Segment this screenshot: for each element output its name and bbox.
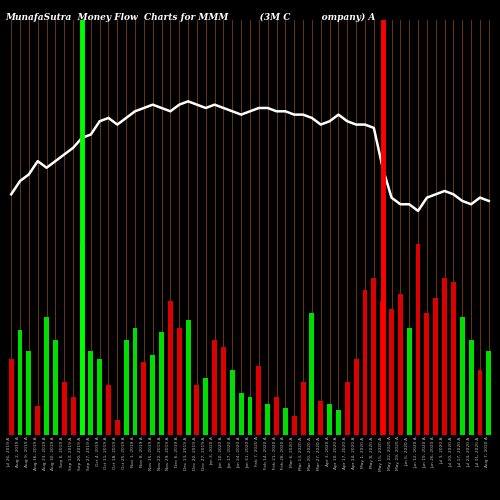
Bar (468, 340, 473, 435)
Text: MunafaSutra  Money Flow  Charts for MMM          (3M C          ompany) A: MunafaSutra Money Flow Charts for MMM (3… (5, 12, 376, 22)
Bar (248, 397, 252, 435)
Bar (424, 313, 430, 435)
Bar (230, 370, 234, 435)
Bar (478, 370, 482, 435)
Bar (327, 404, 332, 435)
Bar (398, 294, 403, 435)
Bar (124, 340, 128, 435)
Bar (204, 378, 208, 435)
Bar (186, 320, 190, 435)
Bar (238, 393, 244, 435)
Bar (36, 406, 40, 435)
Bar (115, 420, 120, 435)
Bar (194, 386, 200, 435)
Bar (336, 410, 341, 435)
Bar (460, 316, 464, 435)
Bar (9, 358, 14, 435)
Bar (256, 366, 262, 435)
Bar (159, 332, 164, 435)
Bar (106, 386, 111, 435)
Bar (380, 302, 385, 435)
Bar (486, 351, 491, 435)
Bar (150, 355, 155, 435)
Bar (26, 351, 32, 435)
Bar (142, 362, 146, 435)
Bar (354, 358, 358, 435)
Bar (80, 244, 84, 435)
Bar (212, 340, 217, 435)
Bar (292, 416, 296, 435)
Bar (318, 400, 323, 435)
Bar (345, 382, 350, 435)
Bar (407, 328, 412, 435)
Bar (266, 404, 270, 435)
Bar (451, 282, 456, 435)
Bar (300, 382, 306, 435)
Bar (434, 298, 438, 435)
Bar (177, 328, 182, 435)
Bar (310, 313, 314, 435)
Bar (53, 340, 58, 435)
Bar (389, 309, 394, 435)
Bar (416, 244, 420, 435)
Bar (88, 351, 93, 435)
Bar (168, 302, 173, 435)
Bar (442, 278, 447, 435)
Bar (18, 330, 22, 435)
Bar (132, 328, 138, 435)
Bar (221, 347, 226, 435)
Bar (70, 397, 76, 435)
Bar (274, 397, 279, 435)
Bar (97, 358, 102, 435)
Bar (62, 382, 66, 435)
Bar (362, 290, 368, 435)
Bar (283, 408, 288, 435)
Bar (372, 278, 376, 435)
Bar (44, 316, 49, 435)
